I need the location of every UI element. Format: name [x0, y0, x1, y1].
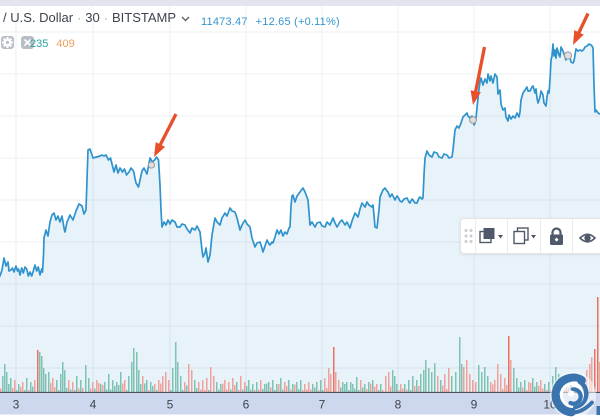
svg-text:8: 8 — [395, 398, 402, 412]
svg-text:9: 9 — [471, 398, 478, 412]
svg-text:4: 4 — [90, 398, 97, 412]
svg-text:3: 3 — [13, 398, 20, 412]
svg-text:5: 5 — [167, 398, 174, 412]
svg-text:6: 6 — [243, 398, 250, 412]
svg-text:7: 7 — [319, 398, 326, 412]
